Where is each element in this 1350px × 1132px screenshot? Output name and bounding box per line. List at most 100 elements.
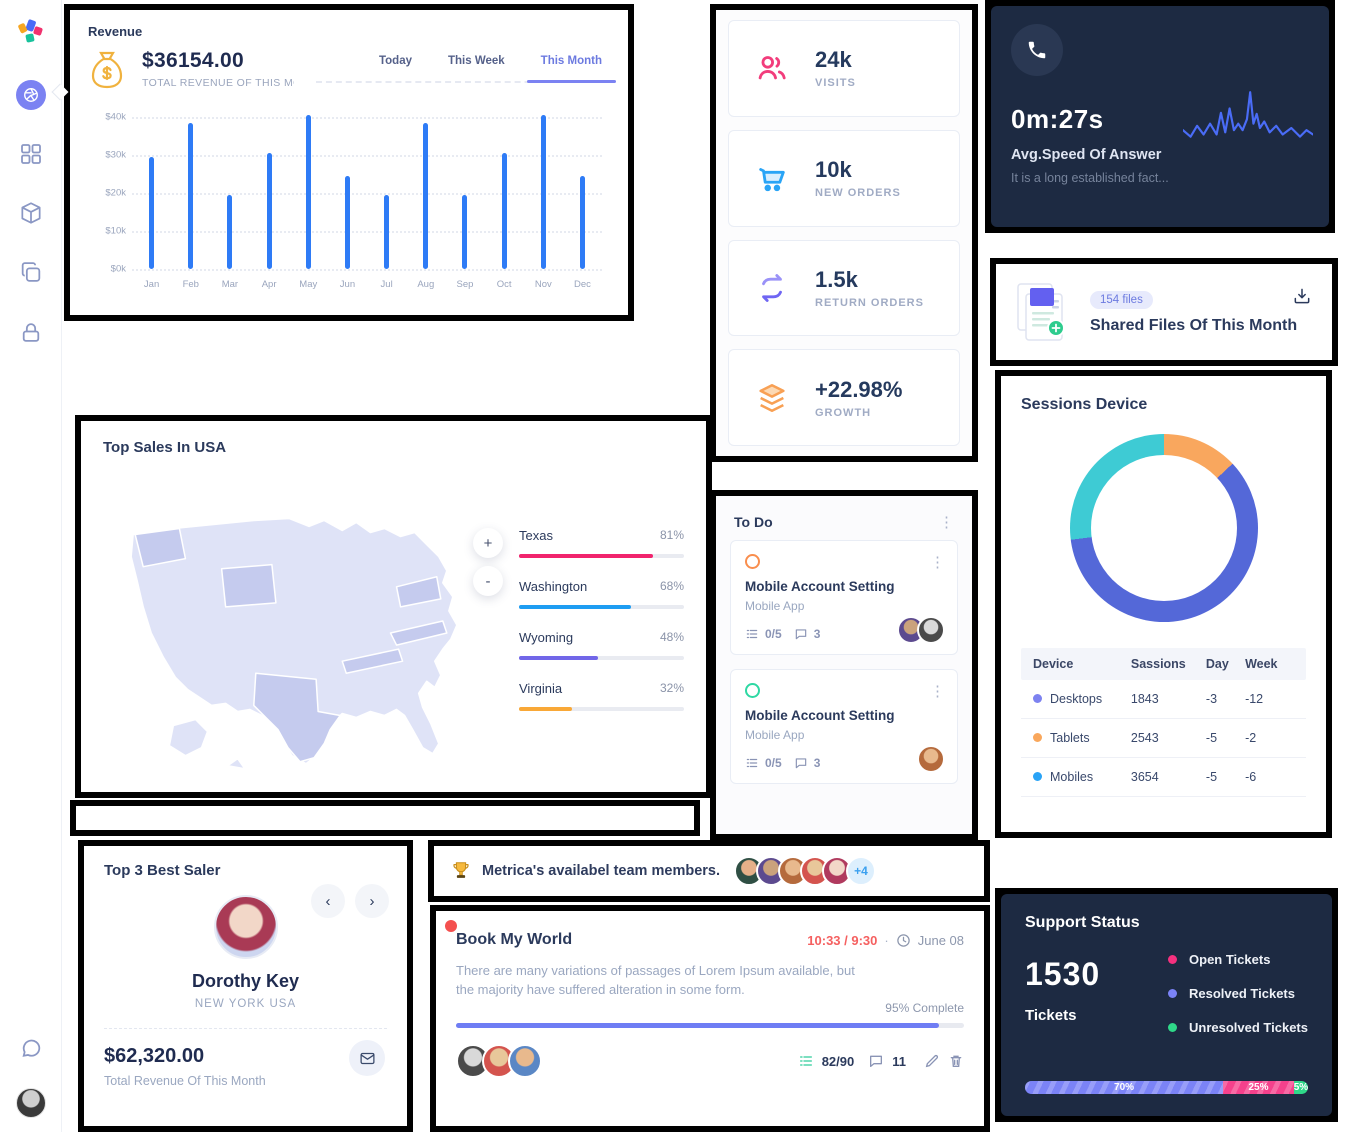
sidebar-item-auth[interactable] xyxy=(18,320,43,345)
more-members-badge[interactable]: +4 xyxy=(846,856,876,886)
envelope-icon xyxy=(359,1052,375,1064)
repeat-icon xyxy=(762,273,782,302)
copy-icon xyxy=(21,262,40,282)
book-checklist-count: 82/90 xyxy=(821,1053,855,1069)
revenue-bar[interactable] xyxy=(579,175,585,269)
revenue-bar[interactable] xyxy=(188,122,194,269)
task-comments-count: 3 xyxy=(813,756,821,770)
revenue-bar[interactable] xyxy=(384,194,390,269)
checklist-icon xyxy=(746,758,758,768)
x-tick-label: Oct xyxy=(496,279,512,290)
todo-task[interactable]: ⋮ Mobile Account Setting Mobile App 0/5 … xyxy=(730,669,958,784)
mail-button[interactable] xyxy=(349,1040,385,1076)
revenue-bar[interactable] xyxy=(149,156,155,269)
revenue-bar[interactable] xyxy=(501,153,507,269)
task-comments-count: 3 xyxy=(813,627,821,641)
task-menu-icon[interactable]: ⋮ xyxy=(930,554,945,571)
state-percent: 48% xyxy=(659,630,684,644)
x-tick-label: Dec xyxy=(574,279,591,290)
edit-icon[interactable] xyxy=(924,1053,940,1069)
todo-task[interactable]: ⋮ Mobile Account Setting Mobile App 0/5 … xyxy=(730,540,958,655)
task-status-icon xyxy=(745,683,760,698)
stat-return-orders[interactable]: 1.5k RETURN ORDERS xyxy=(728,239,960,337)
task-status-icon xyxy=(745,554,760,569)
sidebar-item-products[interactable] xyxy=(18,200,44,226)
task-menu-icon[interactable]: ⋮ xyxy=(930,683,945,700)
tab-today[interactable]: Today xyxy=(378,55,412,67)
todo-menu-icon[interactable]: ⋮ xyxy=(939,513,954,531)
top-sales-title: Top Sales In USA xyxy=(103,439,227,456)
delete-icon[interactable] xyxy=(948,1053,964,1069)
revenue-bar[interactable] xyxy=(423,122,429,269)
state-progress-bar xyxy=(519,605,684,609)
task-subtitle: Mobile App xyxy=(745,599,805,613)
state-wyoming xyxy=(220,563,277,608)
download-icon[interactable] xyxy=(1292,286,1312,306)
saler-caption: Total Revenue Of This Month xyxy=(104,1074,266,1088)
book-time: 10:33 / 9:30 xyxy=(807,932,878,948)
y-tick-label: $0k xyxy=(110,263,126,275)
tickets-stacked-bar: 70% 25% 5% xyxy=(1025,1081,1308,1094)
checklist-icon xyxy=(746,629,758,639)
prev-saler-button[interactable]: ‹ xyxy=(311,884,345,918)
revenue-bar[interactable] xyxy=(305,115,311,269)
state-percent: 68% xyxy=(659,579,684,593)
user-avatar[interactable] xyxy=(15,1088,46,1118)
column-header: Device xyxy=(1033,657,1074,671)
team-members-text: Metrica's availabel team members. xyxy=(482,863,720,879)
revenue-bar[interactable] xyxy=(227,194,233,269)
map-zoom-out-button[interactable]: - xyxy=(473,566,503,596)
sidebar-item-dashboard[interactable] xyxy=(15,80,46,110)
visits-value: 24k xyxy=(815,47,852,73)
app-logo-icon[interactable] xyxy=(17,18,45,46)
next-saler-button[interactable]: › xyxy=(355,884,389,918)
comments-icon[interactable] xyxy=(868,1053,884,1069)
usa-map[interactable]: + - xyxy=(103,470,503,782)
priority-dot xyxy=(445,920,457,932)
sidebar-item-chat[interactable] xyxy=(18,1036,43,1061)
table-cell: -2 xyxy=(1245,731,1257,745)
x-tick-label: Jun xyxy=(339,279,356,290)
column-header: Sassions xyxy=(1130,657,1186,671)
stat-visits[interactable]: 24k VISITS xyxy=(728,20,960,117)
shared-files-card: 154 files Shared Files Of This Month xyxy=(990,258,1338,366)
saler-amount: $62,320.00 xyxy=(104,1045,205,1067)
state-name: Virginia xyxy=(519,681,563,696)
unresolved-tickets-dot xyxy=(1168,1023,1178,1032)
stat-growth[interactable]: +22.98% GROWTH xyxy=(728,349,960,446)
y-tick-label: $10k xyxy=(105,225,126,237)
state-sales-row: Virginia 32% xyxy=(519,681,684,711)
sidebar-item-widgets[interactable] xyxy=(19,142,43,166)
state-percent: 32% xyxy=(659,681,684,695)
map-zoom-in-button[interactable]: + xyxy=(473,528,503,558)
revenue-bar[interactable] xyxy=(344,175,350,269)
table-row: Tablets 2543 -5 -2 xyxy=(1021,719,1306,758)
top-sales-card: Top Sales In USA xyxy=(75,415,712,798)
state-percent: 81% xyxy=(659,528,684,542)
package-icon xyxy=(20,202,41,224)
tab-this-month[interactable]: This Month xyxy=(526,55,617,83)
state-pennsylvania xyxy=(395,575,442,608)
answer-sparkline-chart xyxy=(1183,91,1313,138)
revenue-bar[interactable] xyxy=(266,153,272,269)
revenue-bar[interactable] xyxy=(462,194,468,269)
layers-icon xyxy=(759,383,785,412)
y-tick-label: $20k xyxy=(105,187,126,199)
state-progress-bar xyxy=(519,656,684,660)
progress-label: 95% Complete xyxy=(885,1001,964,1015)
avg-speed-title: Avg.Speed Of Answer xyxy=(1011,147,1162,163)
tab-this-week[interactable]: This Week xyxy=(448,55,505,67)
stats-column: 24k VISITS 10k NEW ORDERS 1.5k RETURN O xyxy=(710,4,978,462)
ticket-bar-segment: 25% xyxy=(1223,1081,1294,1094)
sidebar-item-pages[interactable] xyxy=(18,260,43,285)
chat-bubble-icon xyxy=(22,1039,40,1057)
state-texas xyxy=(253,672,341,763)
alaska xyxy=(168,718,209,757)
x-tick-label: Apr xyxy=(261,279,277,290)
checklist-icon xyxy=(799,1056,812,1066)
revenue-tabs: Today This Week This Month xyxy=(316,49,617,83)
stat-new-orders[interactable]: 10k NEW ORDERS xyxy=(728,129,960,227)
state-name: Wyoming xyxy=(519,630,574,645)
gridline xyxy=(132,193,602,195)
revenue-bar[interactable] xyxy=(540,115,546,269)
